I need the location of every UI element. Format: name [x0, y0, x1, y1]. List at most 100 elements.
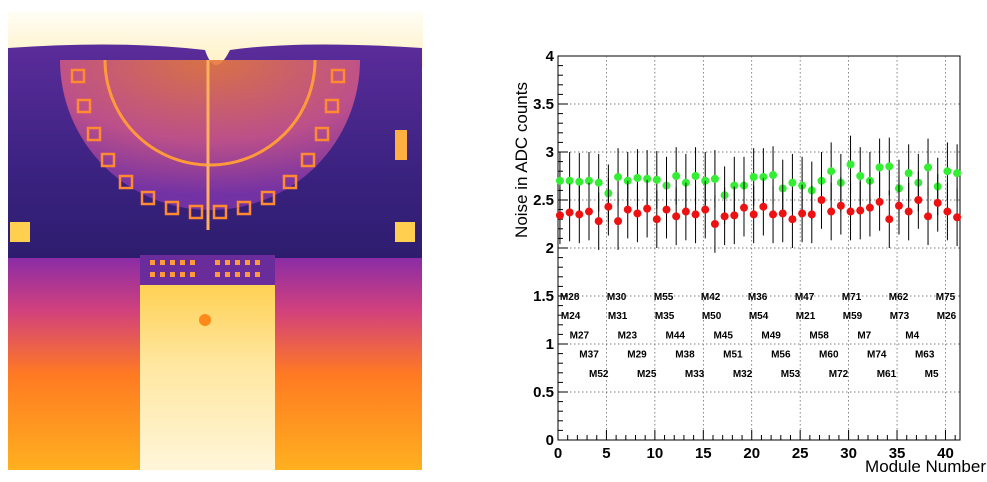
module-label: M28	[560, 292, 580, 303]
data-point	[924, 163, 933, 172]
module-label: M47	[795, 292, 815, 303]
data-point	[730, 211, 739, 220]
module-label: M59	[843, 311, 863, 322]
module-label: M45	[713, 330, 733, 341]
module-label: M50	[702, 311, 722, 322]
data-point	[953, 213, 962, 222]
data-point	[555, 176, 564, 185]
data-point	[749, 172, 758, 181]
data-point	[759, 202, 768, 211]
data-point	[807, 210, 816, 219]
module-label: M55	[654, 292, 674, 303]
y-tick-label: 0	[546, 432, 554, 449]
module-label: M21	[796, 311, 816, 322]
data-point	[710, 174, 719, 183]
series-1	[555, 171, 962, 253]
module-label: M30	[607, 292, 627, 303]
data-point	[846, 207, 855, 216]
data-point	[614, 172, 623, 181]
data-point	[875, 163, 884, 172]
data-point	[720, 212, 729, 221]
data-point	[769, 210, 778, 219]
data-series	[555, 135, 962, 253]
data-point	[788, 215, 797, 224]
data-point	[584, 176, 593, 185]
module-label: M75	[936, 292, 956, 303]
data-point	[710, 220, 719, 228]
data-point	[652, 215, 661, 224]
data-point	[739, 203, 748, 212]
module-label: M44	[666, 330, 686, 341]
data-point	[933, 198, 942, 207]
data-point	[904, 207, 913, 216]
data-point	[894, 201, 903, 210]
module-label: M63	[915, 350, 935, 361]
module-label: M7	[857, 330, 871, 341]
data-point	[633, 209, 642, 218]
module-label: M58	[809, 330, 829, 341]
module-label: M73	[890, 311, 910, 322]
data-point	[749, 210, 758, 219]
module-label: M54	[749, 311, 769, 322]
module-label: M23	[618, 330, 638, 341]
data-point	[827, 207, 836, 216]
module-label: M5	[925, 369, 939, 380]
grid-lines	[558, 56, 960, 440]
module-label: M37	[579, 350, 599, 361]
data-point	[943, 207, 952, 216]
module-label: M71	[842, 292, 862, 303]
y-tick-label: 3	[546, 144, 554, 161]
data-point	[846, 160, 855, 169]
module-label: M31	[608, 311, 628, 322]
y-tick-label: 1.5	[533, 288, 554, 305]
data-point	[701, 205, 710, 214]
y-tick-label: 1	[546, 336, 554, 353]
data-point	[691, 210, 700, 219]
data-point	[904, 169, 913, 178]
data-point	[604, 202, 613, 211]
data-point	[681, 207, 690, 216]
data-point	[594, 217, 603, 226]
module-labels: M28 M30 M55 M42 M36 M47 M71 M62 M75 M24 M31 M35 M50 M…	[560, 292, 957, 380]
module-label: M60	[819, 350, 839, 361]
data-point	[633, 173, 642, 182]
data-point	[643, 204, 652, 213]
data-point	[730, 181, 739, 190]
x-tick-label: 25	[792, 445, 809, 462]
data-point	[623, 205, 632, 214]
data-point	[943, 167, 952, 176]
module-label: M24	[561, 311, 581, 322]
x-tick-label: 10	[647, 445, 664, 462]
data-point	[885, 162, 894, 171]
module-label: M52	[589, 369, 609, 380]
module-label: M72	[829, 369, 849, 380]
module-label: M35	[655, 311, 675, 322]
data-point	[759, 172, 768, 181]
data-point	[875, 197, 884, 206]
y-axis-label: Noise in ADC counts	[512, 82, 531, 238]
data-point	[914, 196, 923, 204]
module-label: M38	[675, 350, 695, 361]
data-point	[672, 172, 681, 180]
data-point	[885, 215, 894, 224]
y-tick-label: 3.5	[533, 96, 554, 113]
module-label: M26	[937, 311, 957, 322]
data-point	[953, 169, 962, 178]
x-tick-label: 20	[743, 445, 760, 462]
data-point	[924, 212, 933, 221]
module-label: M56	[771, 350, 791, 361]
module-label: M25	[637, 369, 657, 380]
data-point	[769, 171, 778, 180]
module-label: M61	[877, 369, 897, 380]
data-point	[594, 178, 603, 187]
data-point	[614, 217, 623, 226]
x-tick-label: 5	[602, 445, 610, 462]
module-label: M49	[761, 330, 781, 341]
module-label: M32	[733, 369, 753, 380]
x-axis-label: Module Number	[865, 457, 986, 476]
y-tick-label: 0.5	[533, 384, 554, 401]
axes: 00.511.522.533.540 5 10 15 20 25 30 35 40	[533, 48, 956, 462]
data-point	[865, 203, 874, 212]
data-point	[691, 172, 700, 180]
data-point	[584, 207, 593, 216]
